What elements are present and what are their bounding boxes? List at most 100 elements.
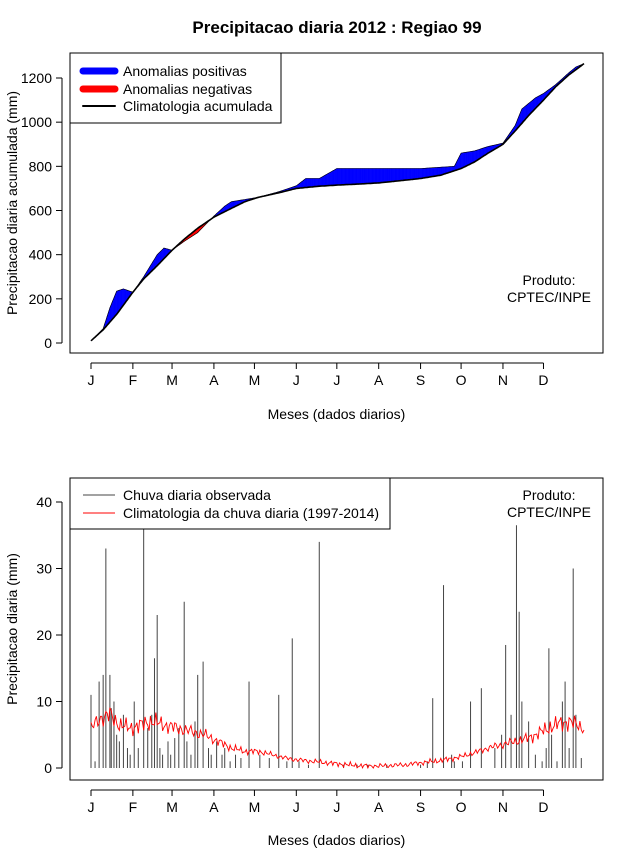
positive-anomaly-segment — [402, 168, 405, 181]
x-tick-label: J — [293, 372, 300, 388]
positive-anomaly-segment — [377, 168, 379, 184]
positive-anomaly-segment — [316, 178, 319, 187]
positive-anomaly-segment — [414, 168, 417, 180]
x-tick-label: N — [498, 372, 508, 388]
positive-anomaly-segment — [375, 168, 378, 184]
positive-anomaly-segment — [409, 168, 412, 180]
product-label: Produto: — [523, 272, 576, 288]
x-tick-label: J — [333, 799, 340, 815]
positive-anomaly-segment — [427, 167, 429, 178]
positive-anomaly-segment — [370, 168, 373, 184]
positive-anomaly-segment — [340, 168, 343, 186]
y-tick-label: 800 — [29, 158, 53, 174]
x-tick-label: A — [374, 372, 384, 388]
positive-anomaly-segment — [348, 168, 351, 185]
daily-panel: 0 10 20 30 40 J F M A M J J A S O N D Meses (dados diario… — [4, 477, 604, 848]
positive-anomaly-segment — [117, 289, 120, 314]
x-tick-label: S — [416, 799, 425, 815]
x-tick-label: A — [374, 799, 384, 815]
positive-anomaly-segment — [425, 167, 428, 178]
positive-anomaly-segment — [471, 150, 474, 164]
positive-anomaly-segment — [305, 178, 308, 188]
x-tick-label: J — [88, 799, 95, 815]
positive-anomaly-segment — [329, 171, 332, 186]
positive-anomaly-segment — [464, 151, 467, 167]
positive-anomaly-segment — [308, 178, 311, 188]
positive-anomaly-segment — [360, 168, 363, 185]
positive-anomaly-segment — [336, 168, 339, 186]
positive-anomaly-segment — [421, 168, 424, 179]
positive-anomaly-segment — [337, 168, 340, 186]
y-tick-label: 200 — [29, 291, 53, 307]
x-tick-label: M — [249, 799, 261, 815]
positive-anomaly-segment — [428, 167, 431, 178]
positive-anomaly-segment — [362, 168, 365, 185]
cumulative-panel: 0 200 400 600 800 1000 1200 J F M A M J J A S O N D Meses (… — [4, 52, 604, 422]
positive-anomaly-segment — [412, 168, 415, 180]
positive-anomaly-segment — [347, 168, 350, 185]
legend-box — [69, 477, 391, 530]
x-tick-label: A — [209, 372, 219, 388]
x-tick-label: J — [333, 372, 340, 388]
x-tick-label: O — [456, 372, 467, 388]
positive-anomaly-segment — [466, 151, 469, 167]
positive-anomaly-segment — [351, 168, 354, 185]
chart-title: Precipitacao diaria 2012 : Regiao 99 — [192, 18, 481, 37]
positive-anomaly-segment — [435, 167, 437, 177]
positive-anomaly-segment — [416, 168, 419, 180]
y-tick-label: 1000 — [21, 114, 52, 130]
y-axis-label: Precipitacao diaria (mm) — [4, 553, 20, 705]
y-tick-label: 0 — [44, 335, 52, 351]
climatology-daily-line — [90, 707, 585, 770]
positive-anomaly-segment — [379, 168, 382, 183]
positive-anomaly-segment — [344, 168, 347, 185]
x-tick-label: M — [249, 372, 261, 388]
legend: Chuva diaria observada Climatologia da ch… — [69, 477, 391, 530]
plot-frame — [69, 52, 604, 354]
positive-anomaly-segment — [429, 167, 432, 178]
positive-anomaly-segment — [315, 178, 317, 187]
positive-anomaly-segment — [312, 178, 315, 188]
positive-anomaly-segment — [327, 172, 329, 186]
x-tick-label: N — [498, 799, 508, 815]
x-axis-label: Meses (dados diarios) — [268, 406, 406, 422]
positive-anomaly-segment — [420, 168, 423, 179]
positive-anomaly-segment — [358, 168, 360, 185]
legend-label: Climatologia da chuva diaria (1997-2014) — [123, 505, 379, 521]
positive-anomaly-segment — [333, 168, 336, 186]
positive-anomaly-segment — [396, 168, 398, 182]
positive-anomaly-segment — [467, 151, 470, 166]
x-tick-label: J — [88, 372, 95, 388]
positive-anomaly-segment — [406, 168, 409, 181]
positive-anomaly-segment — [319, 177, 321, 187]
positive-anomaly-segment — [364, 168, 367, 184]
positive-anomaly-segment — [331, 170, 333, 186]
positive-anomaly-segment — [346, 168, 348, 185]
legend-label: Chuva diaria observada — [123, 487, 271, 503]
positive-anomaly-segment — [390, 168, 393, 182]
positive-anomaly-segment — [313, 178, 316, 187]
positive-anomaly-segment — [321, 175, 324, 187]
positive-anomaly-segment — [350, 168, 352, 185]
positive-anomaly-segment — [306, 178, 309, 188]
positive-anomaly-segment — [359, 168, 362, 185]
x-tick-label: M — [166, 372, 178, 388]
positive-anomaly-segment — [343, 168, 346, 185]
positive-anomaly-segment — [393, 168, 396, 182]
positive-anomaly-segment — [397, 168, 400, 182]
y-tick-label: 600 — [29, 203, 53, 219]
x-axis-label: Meses (dados diarios) — [268, 832, 406, 848]
positive-anomaly-segment — [405, 168, 408, 181]
positive-anomaly-segment — [400, 168, 402, 181]
x-tick-label: A — [209, 799, 219, 815]
positive-anomaly-segment — [119, 289, 121, 312]
x-tick-label: M — [166, 799, 178, 815]
positive-anomaly-segment — [374, 168, 377, 184]
x-tick-label: F — [129, 372, 138, 388]
positive-anomaly-segment — [373, 168, 375, 184]
positive-anomaly-segment — [369, 168, 371, 184]
product-source: CPTEC/INPE — [507, 504, 591, 520]
positive-anomaly-segment — [392, 168, 394, 182]
positive-anomaly-segment — [367, 168, 370, 184]
